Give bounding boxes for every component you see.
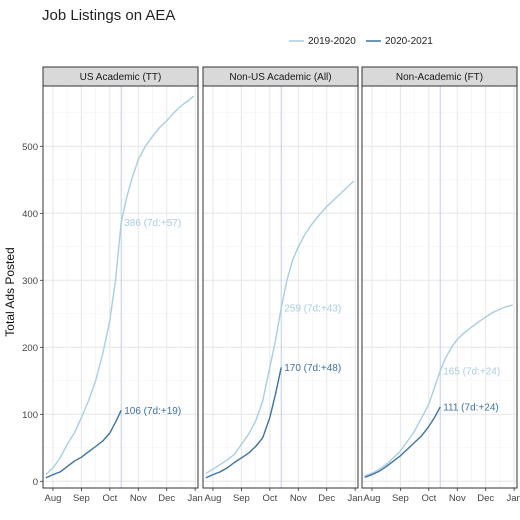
panel-border [361, 85, 518, 489]
x-tick-label: Aug [45, 493, 62, 504]
data-label: 386 (7d:+57) [124, 218, 181, 229]
y-tick-label: 200 [22, 343, 38, 354]
facet-strip-label: Non-Academic (FT) [396, 72, 483, 83]
data-label: 170 (7d:+48) [284, 363, 341, 374]
series-line-2020-2021 [45, 409, 122, 479]
data-label: 111 (7d:+24) [443, 402, 499, 413]
y-axis-label: Total Ads Posted [3, 247, 17, 336]
series-line-2020-2021 [205, 367, 282, 479]
legend-label-2020-2021: 2020-2021 [385, 36, 433, 47]
series-line-2019-2020 [205, 180, 355, 474]
x-tick-label: Dec [477, 493, 494, 504]
data-label: 165 (7d:+24) [443, 366, 500, 377]
legend: 2019-2020 2020-2021 [289, 36, 433, 47]
x-tick-label: Nov [290, 493, 307, 504]
x-tick-label: Sep [392, 493, 409, 504]
x-tick-label: Aug [205, 493, 222, 504]
x-tick-label: Dec [158, 493, 175, 504]
series-line-2020-2021 [364, 406, 441, 478]
facet-panels: 0 100 200 300 400 500 US Academic (TT) 386 (7d:… [22, 66, 520, 504]
x-tick-label: Nov [449, 493, 466, 504]
x-tick-label: Nov [130, 493, 147, 504]
x-tick-label: Dec [318, 493, 335, 504]
y-tick-label: 0 [33, 477, 38, 488]
panel-border [202, 85, 359, 489]
y-tick-label: 100 [22, 410, 38, 421]
series-line-2019-2020 [45, 95, 195, 476]
chart-title: Job Listings on AEA [42, 7, 175, 24]
x-tick-label: Oct [421, 493, 436, 504]
facet-strip-label: Non-US Academic (All) [229, 72, 331, 83]
plot-area [362, 86, 517, 488]
plot-area [43, 86, 198, 488]
data-label: 106 (7d:+19) [124, 406, 181, 417]
x-tick-label: Jan [347, 493, 362, 504]
facet-panel: Non-Academic (FT) 165 (7d:+24) 111 (7d:+24… [361, 66, 520, 504]
x-tick-label: Oct [262, 493, 277, 504]
x-tick-label: Sep [233, 493, 250, 504]
x-tick-label: Sep [73, 493, 90, 504]
y-tick-label: 400 [22, 209, 38, 220]
x-tick-label: Jan [506, 493, 520, 504]
facet-strip-label: US Academic (TT) [80, 72, 162, 83]
facet-panel: US Academic (TT) 386 (7d:+57) 106 (7d:+19)… [42, 66, 203, 504]
panel-border [42, 85, 199, 489]
data-label: 259 (7d:+43) [284, 303, 341, 314]
legend-label-2019-2020: 2019-2020 [308, 36, 356, 47]
x-tick-label: Jan [187, 493, 202, 504]
x-tick-label: Aug [364, 493, 381, 504]
facet-panel: Non-US Academic (All) 259 (7d:+43) 170 (7d… [202, 66, 363, 504]
y-tick-label: 500 [22, 142, 38, 153]
y-tick-label: 300 [22, 276, 38, 287]
plot-area [203, 86, 358, 488]
series-line-2019-2020 [364, 304, 513, 477]
x-tick-label: Oct [102, 493, 117, 504]
